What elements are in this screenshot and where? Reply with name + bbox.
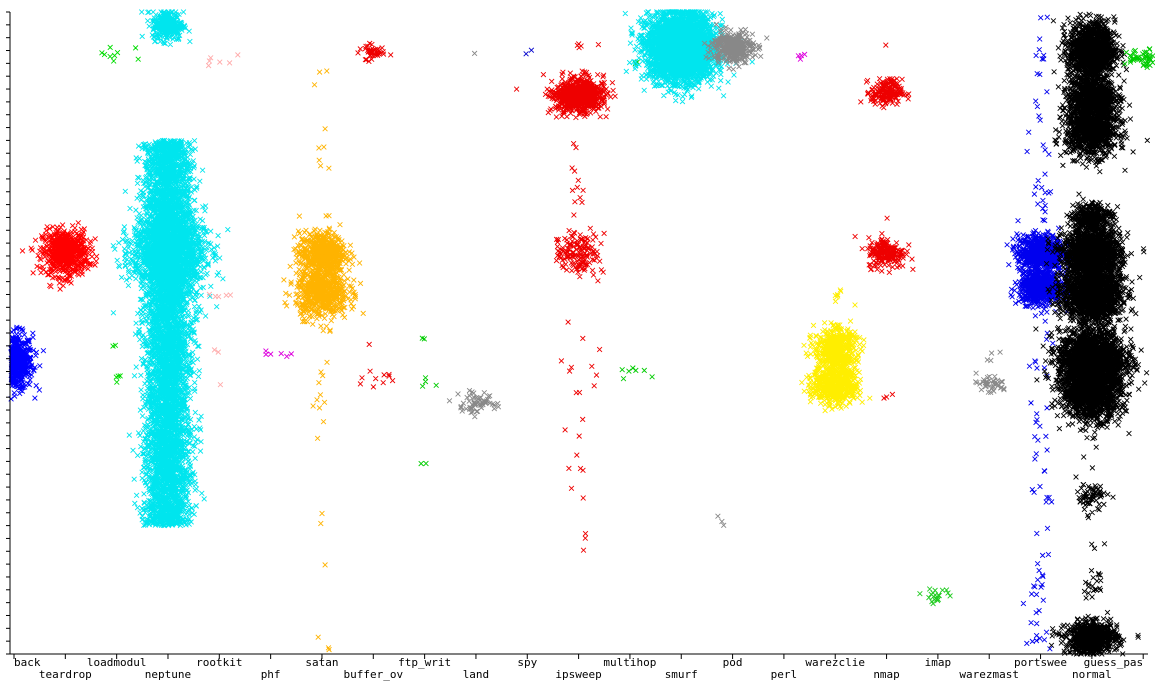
x-tick-label-buffer_ov: buffer_ov [343,668,403,681]
x-tick-label-multihop: multihop [603,656,656,669]
points-smurf-36 [622,9,755,105]
x-tick-label-teardrop: teardrop [39,668,92,681]
points-normal-54 [1050,11,1130,92]
points-ipsweep-29 [553,225,607,284]
points-land-26 [471,50,478,57]
points-nmap-44 [852,230,916,276]
points-ipsweep-32 [574,41,602,51]
points-ftp_writ-24 [418,460,429,467]
points-neptune-6 [110,167,231,310]
x-tick-label-ftp_writ: ftp_writ [398,656,451,669]
points-nmap-47 [884,215,890,221]
x-tick-label-rootkit: rootkit [196,656,242,669]
points-buffer_ov-20 [357,368,396,390]
points-ipsweep-28 [513,68,618,121]
points-rootkit-8 [205,52,241,69]
points-satan-18 [315,634,332,653]
points-portswee-53 [1020,14,1059,652]
points-guess_pas-66 [1122,46,1155,71]
points-warezmast-49 [972,370,1007,396]
points-nmap-43 [858,75,912,111]
points-multihop-34 [619,365,655,382]
points-satan-16 [310,323,330,442]
points-satan-15 [311,68,332,266]
x-tick-label-loadmodul: loadmodul [87,656,147,669]
x-tick-label-warezmast: warezmast [959,668,1019,681]
x-tick-label-satan: satan [305,656,338,669]
x-tick-label-portswee: portswee [1014,656,1067,669]
points-loadmodul-3 [110,342,119,349]
points-rootkit-10 [211,347,222,355]
points-multihop-35 [632,59,641,67]
points-normal-59 [1045,231,1143,337]
y-ticks [6,11,10,655]
points-warezmast-50 [984,349,1003,364]
points-normal-65 [1073,372,1108,552]
points-warezclie-42 [832,287,844,305]
points-rootkit-11 [217,381,224,388]
points-perl-39 [795,51,808,62]
points-ipsweep-33 [566,452,589,553]
points-ftp_writ-23 [419,335,428,342]
x-tick-label-ipsweep: ipsweep [555,668,601,681]
points-nmap-46 [883,42,889,48]
points-spy-27 [523,47,535,57]
x-tick-label-guess_pas: guess_pas [1084,656,1144,669]
points-land-25 [446,387,502,420]
points-teardrop-1 [19,220,100,292]
x-tick-label-warezclie: warezclie [805,656,865,669]
points-buffer_ov-21 [366,341,372,348]
x-tick-label-land: land [463,668,490,681]
points-warezclie-41 [799,355,873,414]
scatter-points [8,9,1155,657]
x-tick-label-neptune: neptune [145,668,191,681]
x-tick-label-normal: normal [1072,668,1112,681]
x-tick-label-phf: phf [261,668,281,681]
points-neptune-5 [110,137,220,529]
points-ftp_writ-22 [419,375,439,389]
points-loadmodul-4 [113,373,123,385]
x-tick-label-perl: perl [771,668,798,681]
points-loadmodul-2 [99,44,141,64]
points-imap-48 [917,586,953,607]
points-normal-64 [1048,609,1141,657]
points-phf-12 [263,348,295,360]
points-normal-62 [1074,481,1116,516]
points-ipsweep-30 [569,140,586,218]
x-tick-label-imap: imap [925,656,952,669]
points-satan-14 [281,246,366,335]
x-tick-label-back: back [14,656,41,669]
x-ticks [13,654,1144,659]
points-ipsweep-31 [558,319,603,439]
points-back-0 [8,324,47,402]
points-satan-17 [318,510,328,568]
x-tick-label-smurf: smurf [665,668,698,681]
points-rootkit-9 [206,291,234,300]
points-normal-63 [1081,567,1104,601]
points-buffer_ov-19 [355,40,394,65]
points-normal-56 [1052,78,1151,175]
points-nmap-45 [881,391,896,401]
points-pod-38 [715,513,727,529]
points-neptune-7 [138,9,193,48]
x-tick-label-spy: spy [517,656,537,669]
x-tick-label-nmap: nmap [873,668,900,681]
points-pod-37 [701,21,770,73]
x-tick-label-pod: pod [723,656,743,669]
